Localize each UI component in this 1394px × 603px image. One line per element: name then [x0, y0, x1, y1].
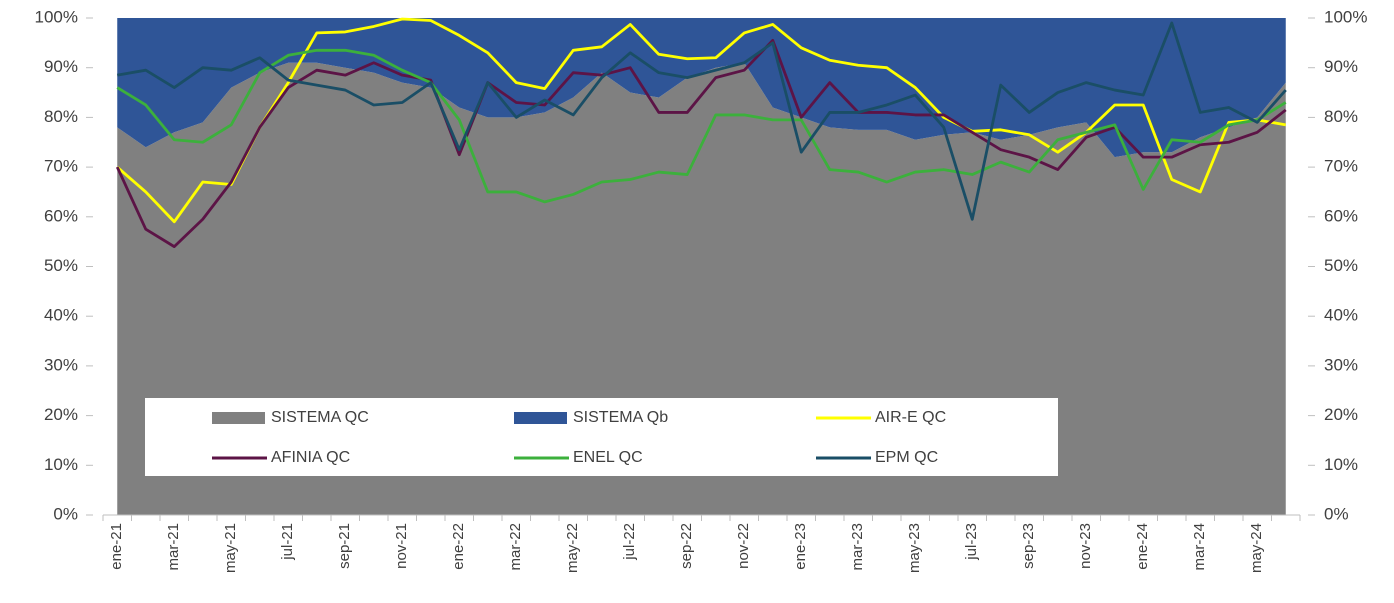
x-tick-label: may-24	[1248, 523, 1265, 573]
x-tick-label: mar-21	[165, 523, 182, 571]
y2-tick-label: 90%	[1324, 57, 1358, 76]
legend-swatch	[212, 412, 265, 424]
y-tick-label: 20%	[44, 405, 78, 424]
legend-label: SISTEMA Qb	[573, 409, 668, 426]
y2-tick-label: 70%	[1324, 157, 1358, 176]
line	[116, 48, 1287, 204]
y2-tick-label: 60%	[1324, 206, 1358, 225]
legend-label: AFINIA QC	[271, 449, 350, 466]
legend-label: SISTEMA QC	[271, 409, 369, 426]
y2-tick-label: 30%	[1324, 355, 1358, 374]
y-tick-label: 60%	[44, 206, 78, 225]
y-tick-label: 80%	[44, 107, 78, 126]
x-tick-label: ene-22	[450, 523, 467, 570]
y-tick-label: 70%	[44, 157, 78, 176]
x-tick-label: ene-21	[108, 523, 125, 570]
legend-box	[145, 398, 1058, 476]
y2-tick-label: 40%	[1324, 306, 1358, 325]
y-tick-label: 10%	[44, 455, 78, 474]
y-tick-label: 30%	[44, 355, 78, 374]
y2-tick-label: 80%	[1324, 107, 1358, 126]
line	[116, 17, 1286, 224]
y-tick-label: 90%	[44, 57, 78, 76]
x-tick-label: nov-23	[1077, 523, 1094, 569]
x-tick-label: mar-23	[849, 523, 866, 571]
x-tick-label: mar-22	[507, 523, 524, 571]
legend-label: ENEL QC	[573, 449, 643, 466]
line	[117, 21, 1287, 221]
x-tick-label: jul-22	[621, 523, 638, 561]
y-tick-label: 40%	[44, 306, 78, 325]
y2-tick-label: 50%	[1324, 256, 1358, 275]
x-tick-label: nov-21	[393, 523, 410, 569]
x-tick-label: sep-21	[336, 523, 353, 569]
x-tick-label: nov-22	[735, 523, 752, 569]
y2-tick-label: 0%	[1324, 504, 1349, 523]
y-tick-label: 0%	[53, 504, 78, 523]
legend-label: EPM QC	[875, 449, 938, 466]
x-tick-label: mar-24	[1191, 523, 1208, 571]
y2-tick-label: 10%	[1324, 455, 1358, 474]
legend-label: AIR-E QC	[875, 409, 946, 426]
x-tick-label: may-22	[564, 523, 581, 573]
y2-tick-label: 100%	[1324, 7, 1367, 26]
y2-tick-label: 20%	[1324, 405, 1358, 424]
x-tick-label: sep-23	[1020, 523, 1037, 569]
x-tick-label: ene-23	[792, 523, 809, 570]
x-tick-label: sep-22	[678, 523, 695, 569]
x-tick-label: ene-24	[1134, 523, 1151, 570]
x-tick-label: jul-23	[963, 523, 980, 561]
x-tick-label: may-23	[906, 523, 923, 573]
line	[115, 38, 1287, 249]
legend-swatch	[514, 412, 567, 424]
x-tick-label: jul-21	[279, 523, 296, 561]
x-tick-label: may-21	[222, 523, 239, 573]
y-tick-label: 100%	[35, 7, 78, 26]
y-tick-label: 50%	[44, 256, 78, 275]
legend: SISTEMA QC SISTEMA Qb AIR-E QC AFINIA QC ENE…	[145, 398, 1058, 476]
